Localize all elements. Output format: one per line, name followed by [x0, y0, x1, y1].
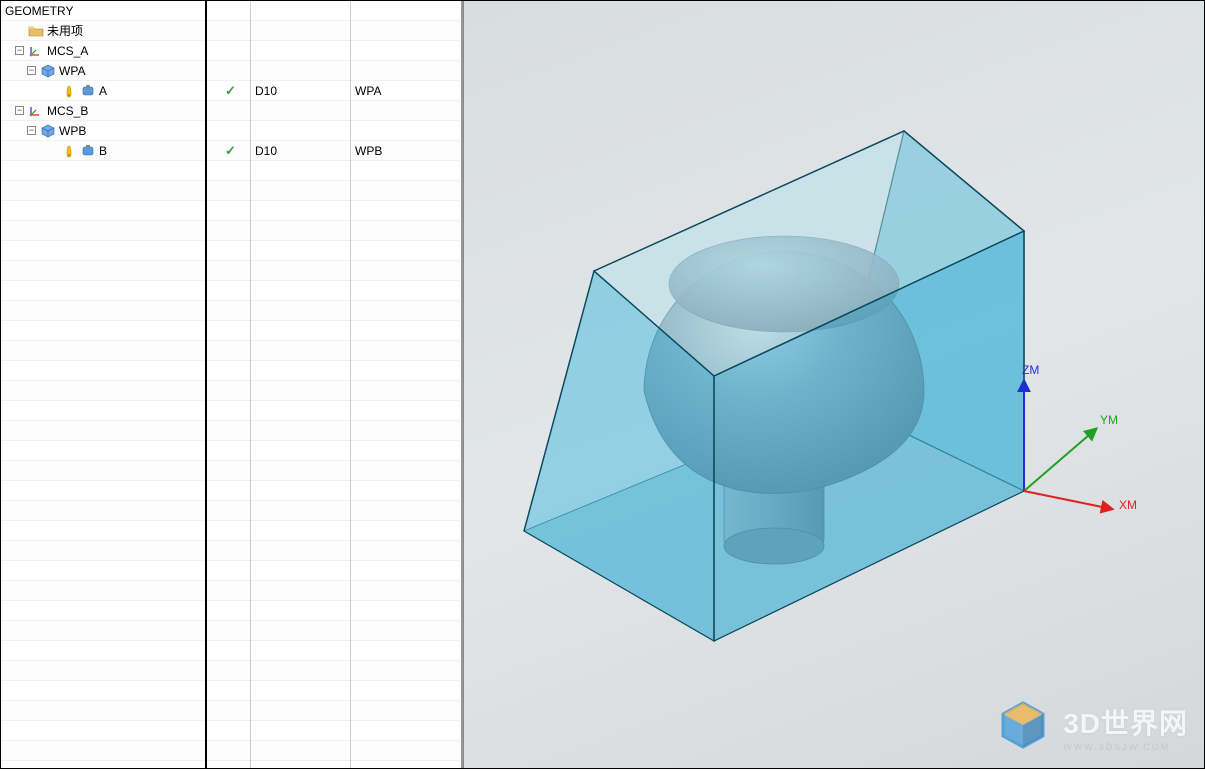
wpb-label: WPB [59, 121, 86, 141]
operation-icon [80, 83, 96, 99]
workpiece-icon [40, 123, 56, 139]
tool-a: D10 [255, 84, 277, 98]
unused-label: 未用项 [47, 21, 83, 41]
workpiece-icon [40, 63, 56, 79]
check-icon: ✓ [211, 141, 250, 161]
watermark-url: WWW.3DSJW.COM [1063, 742, 1188, 752]
watermark: 3D世界网 WWW.3DSJW.COM [995, 697, 1188, 756]
3d-scene [464, 1, 1204, 768]
root-label: GEOMETRY [5, 1, 73, 21]
tree-mcs-a[interactable]: − MCS_A [1, 41, 205, 61]
tree-wpb[interactable]: − WPB [1, 121, 205, 141]
collapse-icon[interactable]: − [27, 126, 36, 135]
collapse-icon[interactable]: − [15, 46, 24, 55]
x-axis-label-v: XM [1119, 498, 1137, 512]
watermark-logo-icon [995, 697, 1051, 756]
op-a-label: A [99, 81, 107, 101]
3d-viewport[interactable]: ZM YM XM .viewport .axis-label { left: a… [463, 1, 1204, 768]
mcs-icon [28, 103, 44, 119]
workpiece-column: WPA WPB [351, 1, 459, 768]
warning-icon [61, 143, 77, 159]
warning-icon [61, 83, 77, 99]
tree-wpa[interactable]: − WPA [1, 61, 205, 81]
op-b-label: B [99, 141, 107, 161]
wp-b: WPB [355, 144, 382, 158]
z-axis-label-v: ZM [1022, 363, 1039, 377]
mcs-icon [28, 43, 44, 59]
tree-op-b[interactable]: B [1, 141, 205, 161]
check-icon: ✓ [211, 81, 250, 101]
watermark-title: 3D世界网 [1063, 702, 1188, 742]
collapse-icon[interactable]: − [27, 66, 36, 75]
tree-column: GEOMETRY 未用项 − MCS_A − [1, 1, 207, 768]
operation-navigator-panel: GEOMETRY 未用项 − MCS_A − [1, 1, 463, 768]
y-axis-label-v: YM [1100, 413, 1118, 427]
tool-column: D10 D10 [251, 1, 351, 768]
status-column: ✓ ✓ [207, 1, 251, 768]
tree-mcs-b[interactable]: − MCS_B [1, 101, 205, 121]
tree-op-a[interactable]: A [1, 81, 205, 101]
coordinate-triad [1024, 381, 1112, 509]
wpa-label: WPA [59, 61, 85, 81]
tree-root[interactable]: GEOMETRY [1, 1, 205, 21]
tool-b: D10 [255, 144, 277, 158]
operation-icon [80, 143, 96, 159]
tree-unused[interactable]: 未用项 [1, 21, 205, 41]
mcs-b-label: MCS_B [47, 101, 88, 121]
mcs-a-label: MCS_A [47, 41, 88, 61]
folder-icon [28, 23, 44, 39]
collapse-icon[interactable]: − [15, 106, 24, 115]
wp-a: WPA [355, 84, 381, 98]
